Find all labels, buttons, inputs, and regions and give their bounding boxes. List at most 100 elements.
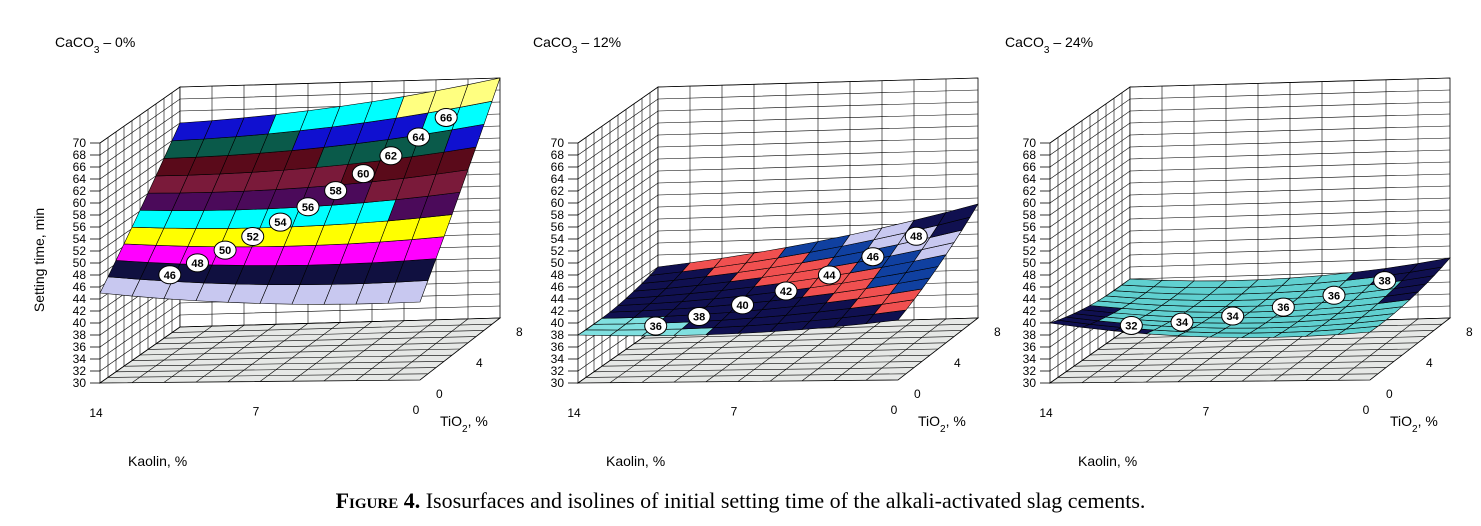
isoline-label-bg	[1373, 271, 1397, 291]
chart-panel-2: 3638404244464830323436384042444648505254…	[533, 34, 1001, 469]
z-tick-label: 50	[73, 256, 87, 270]
isoline-label: 48	[910, 231, 922, 243]
floor-gridline	[1089, 348, 1411, 356]
z-tick-label: 44	[1023, 292, 1037, 306]
z-tick-label: 56	[73, 220, 87, 234]
y-tick-label: 4	[476, 356, 483, 370]
z-tick-label: 70	[551, 136, 565, 150]
isoline-label-bg	[158, 265, 182, 285]
z-gridline	[1049, 149, 1451, 216]
z-gridline	[99, 317, 501, 384]
floor-gridline	[1337, 318, 1419, 381]
z-gridline	[99, 77, 501, 144]
y-tick-label: 0	[914, 387, 921, 401]
z-tick-label: 40	[73, 316, 87, 330]
isoline-label-bg	[268, 212, 292, 232]
z-tick-label: 68	[551, 148, 565, 162]
z-gridline	[1049, 113, 1451, 180]
isoline-label-bg	[1119, 315, 1143, 335]
x-tick-label: 0	[891, 403, 898, 417]
z-tick-label: 38	[73, 328, 87, 342]
z-tick-label: 34	[73, 352, 87, 366]
isoline-label-bg	[817, 265, 841, 285]
z-gridline	[1049, 257, 1451, 324]
z-tick-label: 70	[73, 136, 87, 150]
x-tick-label: 0	[1363, 403, 1370, 417]
z-gridline	[1049, 221, 1451, 288]
z-axis-label: Setting time, min	[31, 208, 47, 312]
y-tick-label: 0	[436, 387, 443, 401]
surface-cell	[1409, 257, 1451, 273]
isoline-label-bg	[351, 164, 375, 184]
z-gridline	[577, 209, 979, 276]
isoline-label: 36	[650, 321, 662, 333]
z-tick-label: 42	[73, 304, 87, 318]
z-tick-label: 46	[1023, 280, 1037, 294]
z-tick-label: 36	[73, 340, 87, 354]
z-gridline	[577, 221, 979, 288]
z-gridline	[1049, 125, 1451, 192]
z-tick-label: 44	[73, 292, 87, 306]
z-gridline	[1049, 245, 1451, 312]
z-tick-label: 66	[551, 160, 565, 174]
floor-gridline	[801, 320, 883, 382]
floor-gridline	[387, 318, 469, 381]
z-gridline	[1049, 137, 1451, 204]
z-gridline	[577, 113, 979, 180]
z-tick-label: 68	[1023, 148, 1037, 162]
z-gridline	[1049, 161, 1451, 228]
z-tick-label: 52	[73, 244, 87, 258]
z-tick-label: 32	[73, 364, 87, 378]
floor-gridline	[865, 318, 947, 381]
z-tick-label: 64	[551, 172, 565, 186]
isoline-label: 40	[736, 300, 748, 312]
x-axis-label: Kaolin, %	[128, 453, 187, 469]
floor-gridline	[163, 330, 485, 339]
caption-text: Isosurfaces and isolines of initial sett…	[420, 488, 1146, 513]
floor-gridline	[323, 320, 405, 382]
z-tick-label: 52	[551, 244, 565, 258]
z-tick-label: 48	[73, 268, 87, 282]
z-tick-label: 58	[73, 208, 87, 222]
isoline-label-bg	[1170, 312, 1194, 332]
z-tick-label: 62	[73, 184, 87, 198]
isoline-label-bg	[904, 226, 928, 246]
z-gridline	[1049, 233, 1451, 300]
y-tick-label: 4	[1426, 356, 1433, 370]
z-gridline	[577, 185, 979, 252]
isoline-label: 46	[867, 252, 879, 264]
z-tick-label: 42	[1023, 304, 1037, 318]
isoline-label: 50	[219, 245, 231, 257]
z-gridline	[1049, 101, 1451, 168]
z-gridline	[577, 125, 979, 192]
z-tick-label: 60	[551, 196, 565, 210]
z-tick-label: 62	[551, 184, 565, 198]
z-gridline	[577, 197, 979, 264]
y-axis-label: TiO2, %	[1390, 413, 1438, 435]
x-tick-label: 7	[731, 405, 738, 419]
z-gridline	[577, 89, 979, 156]
z-gridline	[1049, 185, 1451, 252]
z-tick-label: 30	[1023, 376, 1037, 390]
isoline-label: 60	[357, 169, 369, 181]
z-gridline	[99, 89, 501, 156]
z-tick-label: 56	[551, 220, 565, 234]
z-gridline	[1049, 89, 1451, 156]
x-tick-label: 7	[253, 405, 260, 419]
z-tick-label: 58	[551, 208, 565, 222]
isoline-label-bg	[1221, 306, 1245, 326]
isoline-labels: 46 48 50 52 54 56 58 60 62 64 66	[158, 107, 458, 285]
surface-cell	[459, 77, 501, 108]
panel-title: CaCO3 – 0%	[55, 34, 135, 56]
z-tick-label: 30	[73, 376, 87, 390]
z-tick-label: 38	[1023, 328, 1037, 342]
isoline-label: 42	[780, 286, 792, 298]
isoline-label-bg	[731, 295, 755, 315]
floor-gridline	[291, 321, 373, 382]
z-tick-label: 40	[551, 316, 565, 330]
z-tick-label: 56	[1023, 220, 1037, 234]
z-tick-label: 60	[1023, 196, 1037, 210]
isoline-label: 34	[1176, 317, 1189, 329]
z-gridline	[577, 149, 979, 216]
isoline-label-bg	[185, 253, 209, 273]
